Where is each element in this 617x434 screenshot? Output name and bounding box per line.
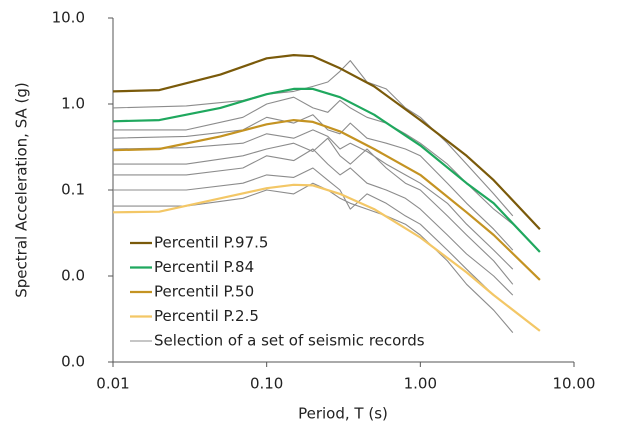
record-line (113, 182, 514, 333)
x-tick-label: 1.00 (404, 375, 437, 393)
x-axis-label: Period, T (s) (298, 405, 388, 423)
y-tick-label: 0.0 (61, 267, 85, 285)
legend-label: Percentil P.50 (154, 283, 254, 301)
record-line (112, 129, 514, 270)
record-line (112, 114, 514, 251)
record-line (113, 96, 514, 225)
record-line (112, 60, 514, 217)
x-tick-label: 0.10 (250, 375, 283, 393)
y-tick-label: 10.0 (52, 9, 85, 27)
percentile-line (112, 87, 541, 253)
percentile-line (112, 54, 541, 230)
percentile-line (112, 119, 541, 281)
x-tick-label: 10.00 (553, 375, 596, 393)
legend-label: Percentil P.2.5 (154, 307, 259, 325)
y-tick-label: 1.0 (61, 95, 85, 113)
record-line (113, 148, 514, 296)
x-tick-label: 0.01 (96, 375, 129, 393)
y-axis-label: Spectral Acceleration, SA (g) (13, 82, 31, 298)
legend-label: Percentil P.84 (154, 258, 254, 276)
legend-label: Percentil P.97.5 (154, 234, 268, 252)
record-line (113, 137, 514, 285)
percentile-line (112, 183, 541, 332)
record-line (113, 167, 514, 311)
legend-label: Selection of a set of seismic records (154, 332, 425, 350)
y-tick-label: 0.0 (61, 353, 85, 371)
y-tick-label: 0.1 (61, 181, 85, 199)
